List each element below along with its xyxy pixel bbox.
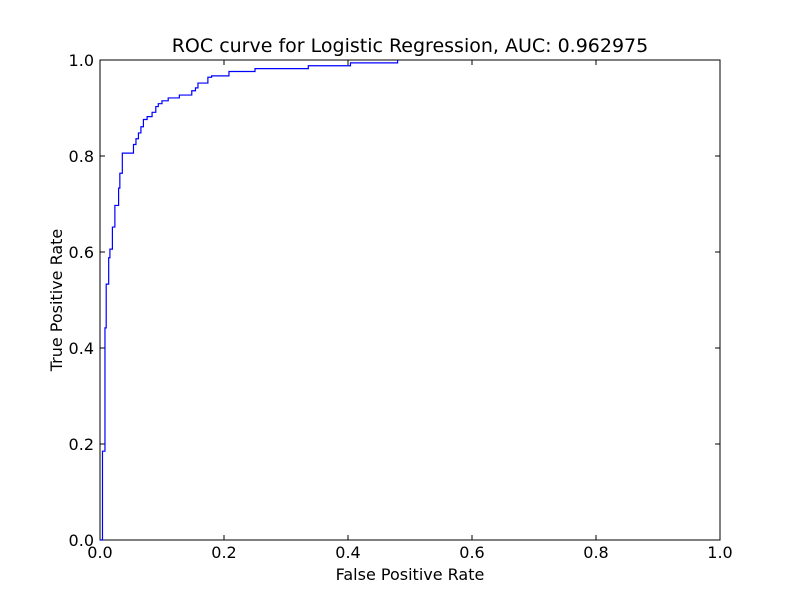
y-tick-label: 1.0 xyxy=(69,51,94,70)
y-tick-label: 0.4 xyxy=(69,339,94,358)
roc-curve-line xyxy=(100,60,399,541)
chart-title: ROC curve for Logistic Regression, AUC: … xyxy=(172,35,649,57)
y-tick-label: 0.0 xyxy=(69,531,94,550)
x-tick-label: 0.2 xyxy=(211,543,236,562)
plot-area-frame xyxy=(99,59,721,541)
y-axis-label: True Positive Rate xyxy=(47,229,66,373)
x-tick-label: 0.8 xyxy=(583,543,608,562)
x-tick-label: 1.0 xyxy=(707,543,732,562)
y-tick-label: 0.2 xyxy=(69,435,94,454)
x-tick-label: 0.4 xyxy=(335,543,360,562)
y-tick-label: 0.8 xyxy=(69,147,94,166)
x-tick-label: 0.6 xyxy=(459,543,484,562)
ticks-layer: 0.0 0.2 0.4 0.6 0.8 1.0 0.0 0.2 0.4 0.6 0.8 1.0 xyxy=(69,51,733,562)
series-layer xyxy=(100,60,399,541)
x-tick-label: 0.0 xyxy=(87,543,112,562)
x-axis-label: False Positive Rate xyxy=(336,565,485,584)
y-tick-label: 0.6 xyxy=(69,243,94,262)
